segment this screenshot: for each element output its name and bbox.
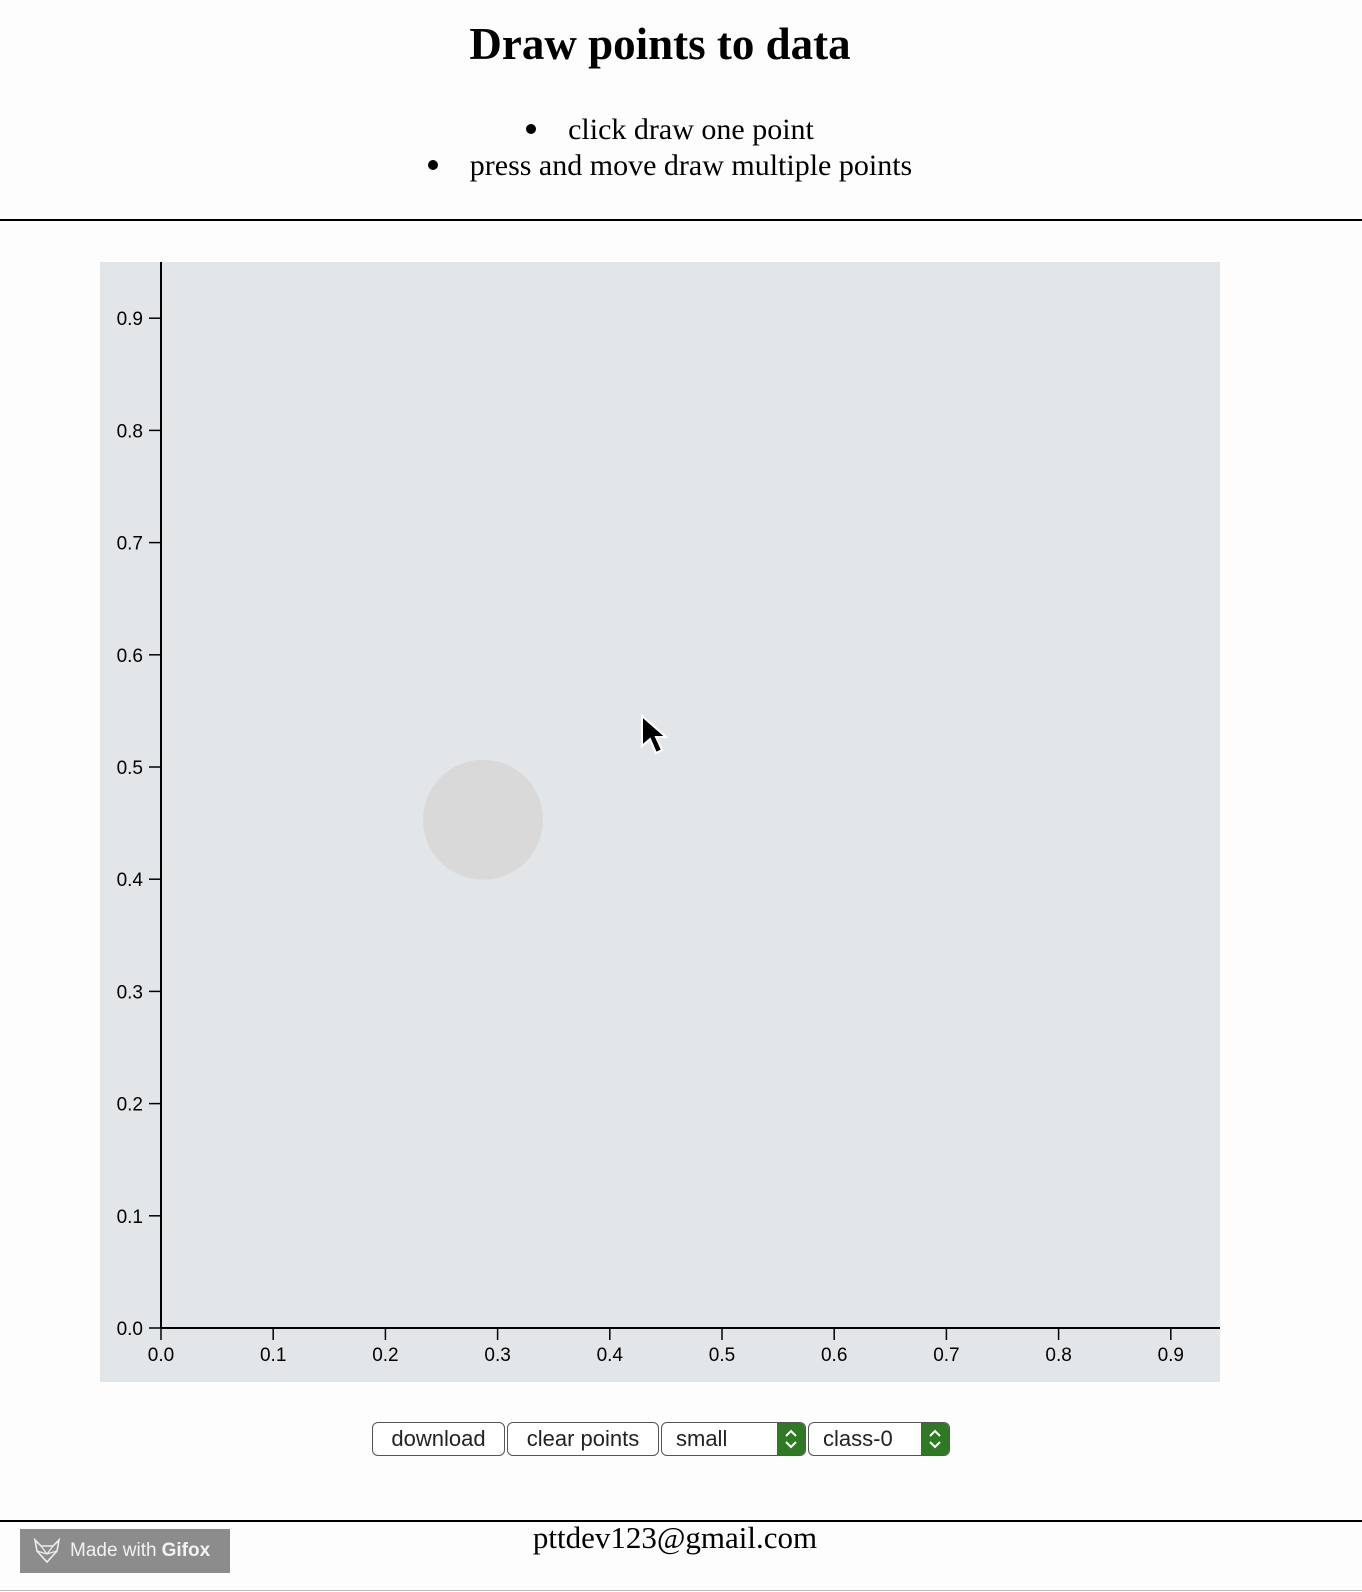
y-tick-label: 0.0 (117, 1319, 143, 1340)
bullet-icon (526, 124, 537, 135)
y-tick-label: 0.6 (117, 646, 143, 667)
y-tick-label: 0.7 (117, 534, 143, 555)
x-tick-label: 0.7 (933, 1345, 959, 1366)
badge-brand: Gifox (161, 1540, 211, 1561)
instruction-item: click draw one point (0, 112, 1340, 148)
class-value: class-0 (823, 1426, 893, 1451)
x-tick-label: 0.4 (597, 1345, 624, 1366)
controls-bar: download clear points small class-0 (372, 1422, 950, 1458)
x-tick-label: 0.9 (1158, 1345, 1184, 1366)
x-axis: 0.0 0.1 0.2 0.3 0.4 0.5 0.6 0.7 0.8 0.9 (148, 1327, 1220, 1366)
data-point (423, 759, 544, 880)
x-tick-label: 0.6 (821, 1345, 847, 1366)
clear-points-button[interactable]: clear points (507, 1422, 659, 1456)
class-select[interactable]: class-0 (808, 1422, 950, 1456)
x-tick-label: 0.2 (372, 1345, 398, 1366)
y-tick-label: 0.3 (117, 982, 143, 1003)
gifox-badge: Made with Gifox (20, 1529, 230, 1573)
x-tick-label: 0.5 (709, 1345, 735, 1366)
point-size-select[interactable]: small (661, 1422, 806, 1456)
header-divider (0, 219, 1362, 221)
bullet-icon (427, 160, 438, 171)
y-tick-label: 0.4 (117, 870, 144, 891)
plot-canvas[interactable] (100, 262, 1220, 1382)
y-axis: 0.0 0.1 0.2 0.3 0.4 0.5 0.6 0.7 0.8 0.9 (117, 262, 162, 1340)
y-tick-label: 0.8 (117, 421, 143, 442)
fox-icon (33, 1537, 61, 1564)
page-bottom-line (0, 1590, 1362, 1591)
points-layer (423, 759, 544, 880)
instruction-text: press and move draw multiple points (469, 149, 913, 182)
y-tick-label: 0.2 (117, 1095, 143, 1116)
y-tick-label: 0.5 (117, 758, 143, 779)
scatter-plot[interactable]: 0.0 0.1 0.2 0.3 0.4 0.5 0.6 0.7 0.8 0.9 0.0 0.1 0.2… (0, 0, 1362, 1400)
select-arrows-icon (921, 1423, 949, 1455)
instructions-list: click draw one point press and move draw… (0, 112, 1340, 184)
badge-prefix: Made with (70, 1540, 157, 1561)
instruction-item: press and move draw multiple points (0, 148, 1340, 184)
y-tick-label: 0.9 (117, 309, 143, 330)
x-tick-label: 0.0 (148, 1345, 174, 1366)
instruction-text: click draw one point (568, 113, 814, 146)
x-tick-label: 0.1 (260, 1345, 286, 1366)
footer-email: pttdev123@gmail.com (532, 1520, 818, 1555)
footer-divider (0, 1520, 1362, 1522)
point-size-value: small (676, 1426, 728, 1451)
select-arrows-icon (777, 1423, 805, 1455)
cursor-icon (641, 713, 669, 755)
page-title: Draw points to data (469, 19, 851, 69)
x-tick-label: 0.8 (1045, 1345, 1071, 1366)
x-tick-label: 0.3 (484, 1345, 510, 1366)
download-button[interactable]: download (372, 1422, 505, 1456)
y-tick-label: 0.1 (117, 1207, 143, 1228)
